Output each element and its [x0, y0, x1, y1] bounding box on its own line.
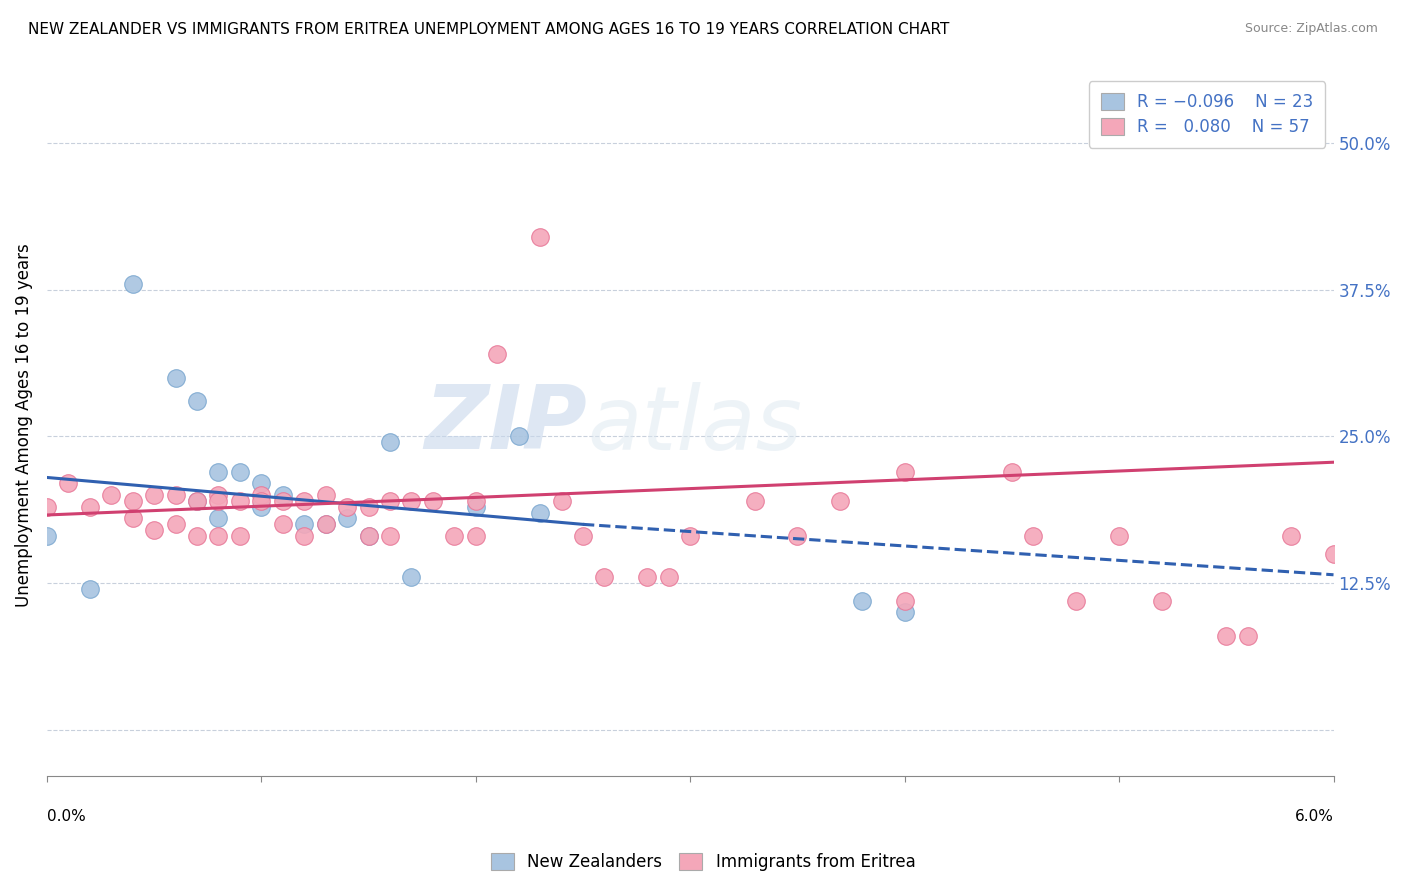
Point — [271, 517, 294, 532]
Point — [35, 529, 58, 543]
Point — [35, 500, 58, 514]
Point — [121, 494, 143, 508]
Point — [229, 494, 252, 508]
Point — [893, 605, 915, 619]
Text: atlas: atlas — [588, 382, 803, 467]
Point — [572, 529, 595, 543]
Point — [1150, 593, 1173, 607]
Point — [336, 511, 359, 525]
Point — [422, 494, 444, 508]
Point — [378, 435, 401, 450]
Point — [292, 494, 315, 508]
Point — [121, 511, 143, 525]
Point — [1022, 529, 1045, 543]
Text: ZIP: ZIP — [425, 381, 588, 468]
Point — [336, 500, 359, 514]
Point — [186, 394, 208, 409]
Point — [186, 494, 208, 508]
Point — [207, 465, 229, 479]
Point — [186, 529, 208, 543]
Point — [786, 529, 808, 543]
Point — [207, 529, 229, 543]
Point — [1279, 529, 1302, 543]
Point — [207, 494, 229, 508]
Point — [378, 529, 401, 543]
Point — [401, 570, 423, 584]
Point — [165, 371, 187, 385]
Point — [271, 494, 294, 508]
Point — [315, 517, 337, 532]
Point — [1322, 547, 1344, 561]
Point — [229, 465, 252, 479]
Point — [893, 465, 915, 479]
Point — [744, 494, 766, 508]
Point — [186, 494, 208, 508]
Point — [143, 523, 166, 537]
Point — [529, 230, 551, 244]
Point — [79, 500, 101, 514]
Point — [58, 476, 80, 491]
Point — [464, 494, 486, 508]
Legend: New Zealanders, Immigrants from Eritrea: New Zealanders, Immigrants from Eritrea — [482, 845, 924, 880]
Point — [486, 347, 509, 361]
Point — [378, 494, 401, 508]
Point — [679, 529, 702, 543]
Point — [271, 488, 294, 502]
Point — [1108, 529, 1130, 543]
Point — [143, 488, 166, 502]
Point — [250, 476, 273, 491]
Point — [658, 570, 681, 584]
Point — [250, 488, 273, 502]
Point — [292, 517, 315, 532]
Point — [1236, 629, 1258, 643]
Point — [357, 529, 380, 543]
Point — [357, 500, 380, 514]
Point — [401, 494, 423, 508]
Point — [250, 500, 273, 514]
Y-axis label: Unemployment Among Ages 16 to 19 years: Unemployment Among Ages 16 to 19 years — [15, 243, 32, 607]
Point — [292, 529, 315, 543]
Point — [464, 529, 486, 543]
Point — [529, 506, 551, 520]
Point — [357, 529, 380, 543]
Point — [207, 488, 229, 502]
Point — [1001, 465, 1024, 479]
Point — [79, 582, 101, 596]
Point — [636, 570, 658, 584]
Point — [165, 488, 187, 502]
Point — [207, 511, 229, 525]
Point — [830, 494, 852, 508]
Point — [165, 517, 187, 532]
Text: 0.0%: 0.0% — [46, 809, 86, 824]
Text: Source: ZipAtlas.com: Source: ZipAtlas.com — [1244, 22, 1378, 36]
Point — [508, 429, 530, 443]
Legend: R = −0.096    N = 23, R =   0.080    N = 57: R = −0.096 N = 23, R = 0.080 N = 57 — [1088, 81, 1326, 148]
Point — [229, 529, 252, 543]
Point — [1215, 629, 1237, 643]
Point — [893, 593, 915, 607]
Point — [315, 517, 337, 532]
Point — [1064, 593, 1087, 607]
Text: NEW ZEALANDER VS IMMIGRANTS FROM ERITREA UNEMPLOYMENT AMONG AGES 16 TO 19 YEARS : NEW ZEALANDER VS IMMIGRANTS FROM ERITREA… — [28, 22, 949, 37]
Point — [851, 593, 873, 607]
Point — [250, 494, 273, 508]
Text: 6.0%: 6.0% — [1295, 809, 1333, 824]
Point — [315, 488, 337, 502]
Point — [464, 500, 486, 514]
Point — [100, 488, 122, 502]
Point — [550, 494, 572, 508]
Point — [121, 277, 143, 291]
Point — [443, 529, 465, 543]
Point — [593, 570, 616, 584]
